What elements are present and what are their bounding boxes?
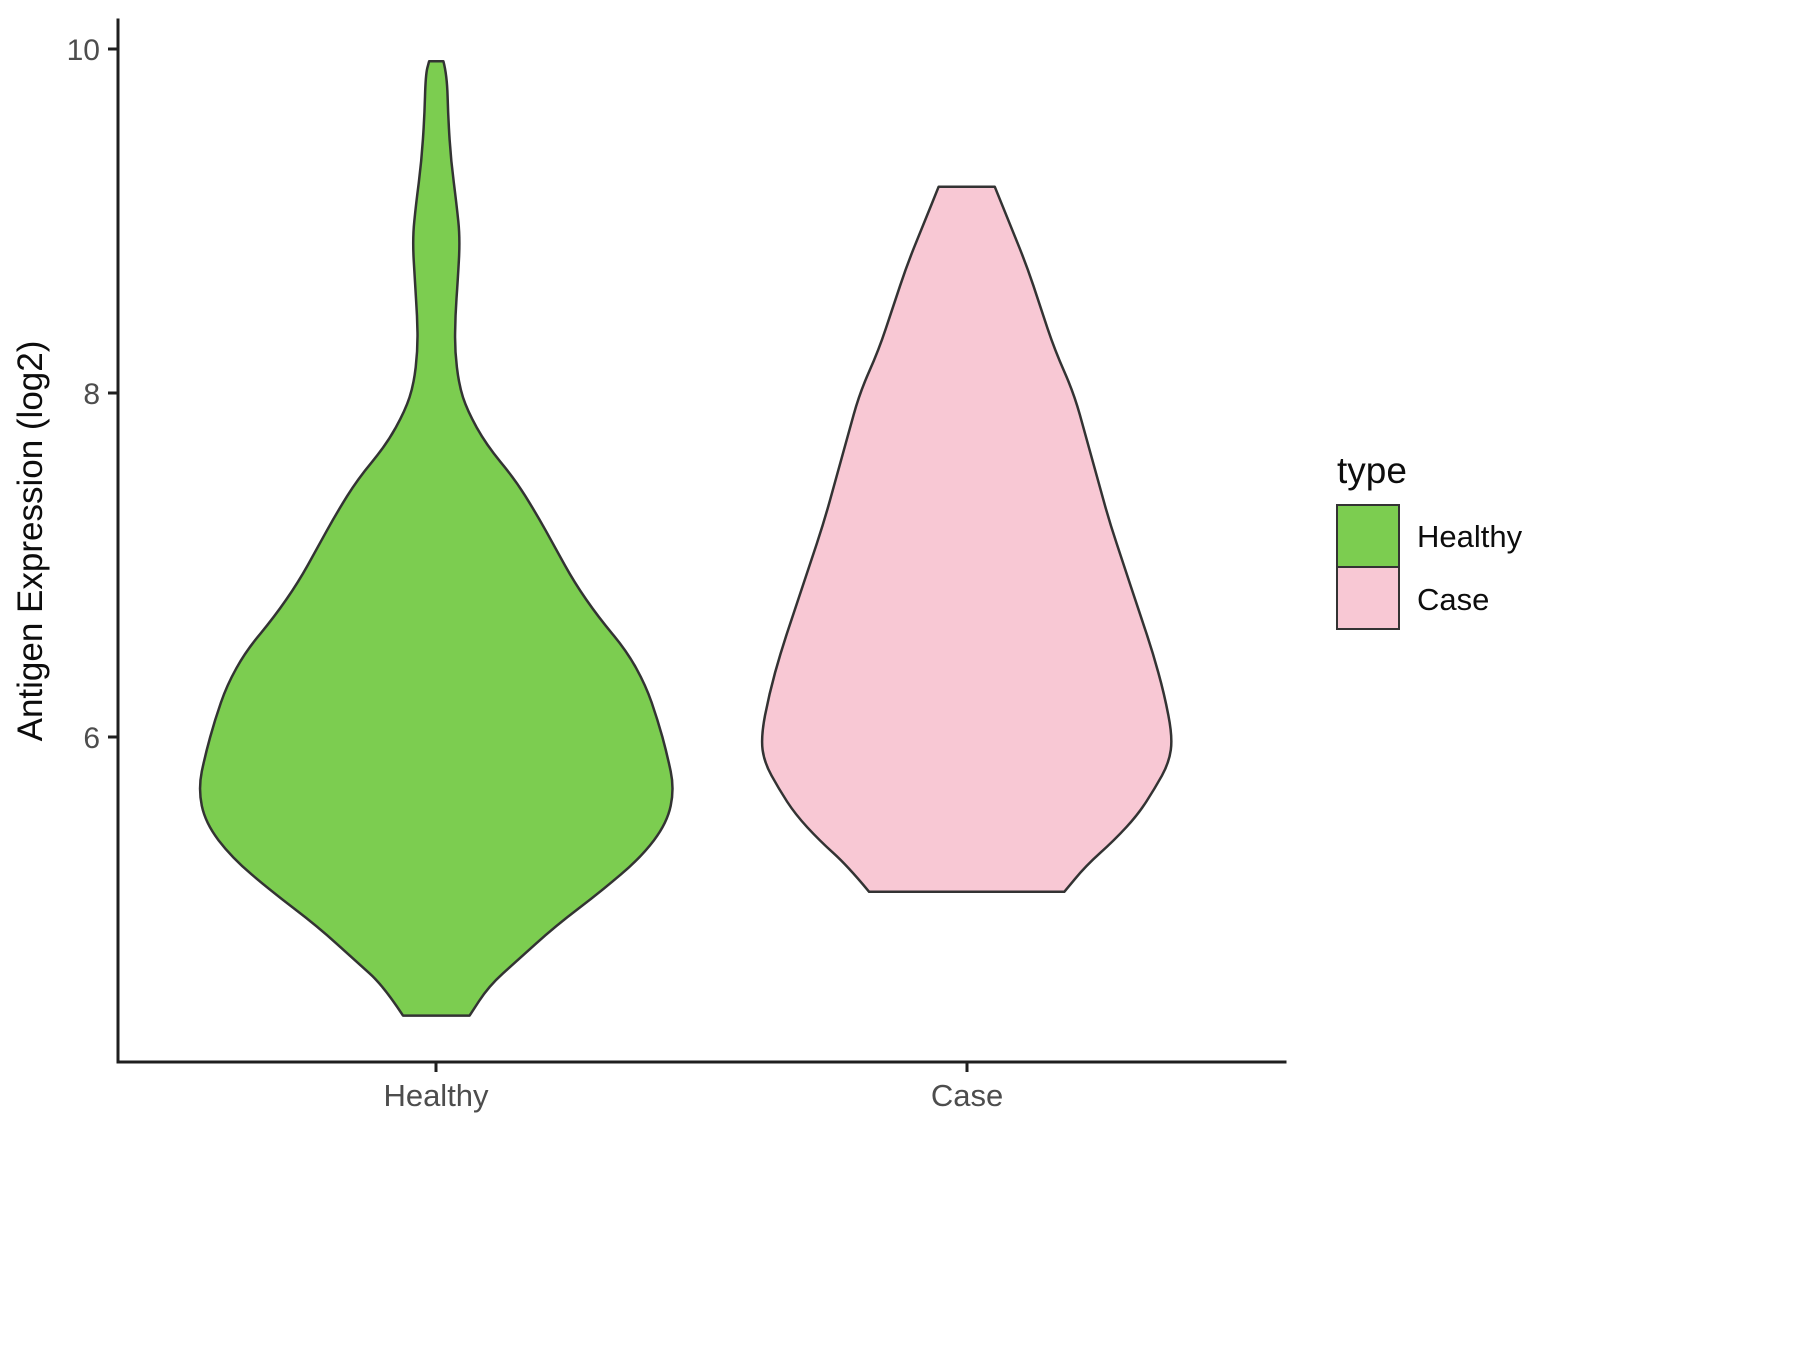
legend-key-case [1336, 566, 1400, 630]
x-tick-label-case: Case [931, 1078, 1003, 1113]
y-tick-label-10: 10 [67, 34, 100, 67]
y-axis-title: Antigen Expression (log2) [11, 341, 50, 742]
x-tick-label-healthy: Healthy [383, 1078, 489, 1113]
violins-group [198, 60, 1173, 1017]
legend-title: type [1337, 450, 1407, 491]
legend: type Healthy Case [1336, 450, 1523, 630]
legend-label-healthy: Healthy [1417, 519, 1523, 554]
legend-label-case: Case [1417, 582, 1489, 617]
axes-group: 10 8 6 Healthy Case Antigen Expression (… [11, 18, 1287, 1113]
y-tick-label-8: 8 [83, 378, 100, 411]
violin-shape-healthy [198, 60, 674, 1017]
violin-shape-case [760, 185, 1173, 894]
y-tick-label-6: 6 [83, 722, 100, 755]
legend-key-healthy [1336, 504, 1400, 568]
